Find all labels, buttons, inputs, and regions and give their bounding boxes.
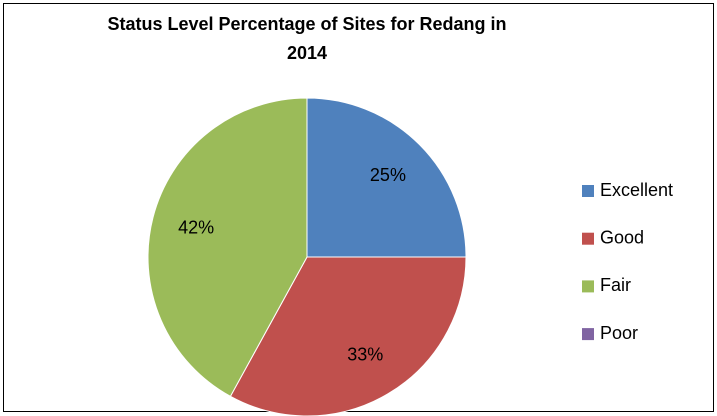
pie-slice (306, 97, 467, 258)
data-label: 33% (347, 344, 383, 364)
legend-label: Fair (600, 275, 631, 295)
pie-slice (147, 97, 308, 398)
legend-swatch (582, 328, 594, 341)
legend-swatch (582, 280, 594, 293)
chart-title: Status Level Percentage of Sites for Red… (107, 14, 507, 63)
pie-slice (229, 256, 467, 416)
legend-swatch (582, 185, 594, 197)
data-label: 25% (370, 165, 406, 185)
legend-swatch (582, 232, 594, 245)
data-label: 42% (178, 217, 214, 237)
legend-label: Excellent (600, 180, 673, 200)
legend-label: Poor (600, 323, 638, 343)
legend-label: Good (600, 227, 644, 247)
